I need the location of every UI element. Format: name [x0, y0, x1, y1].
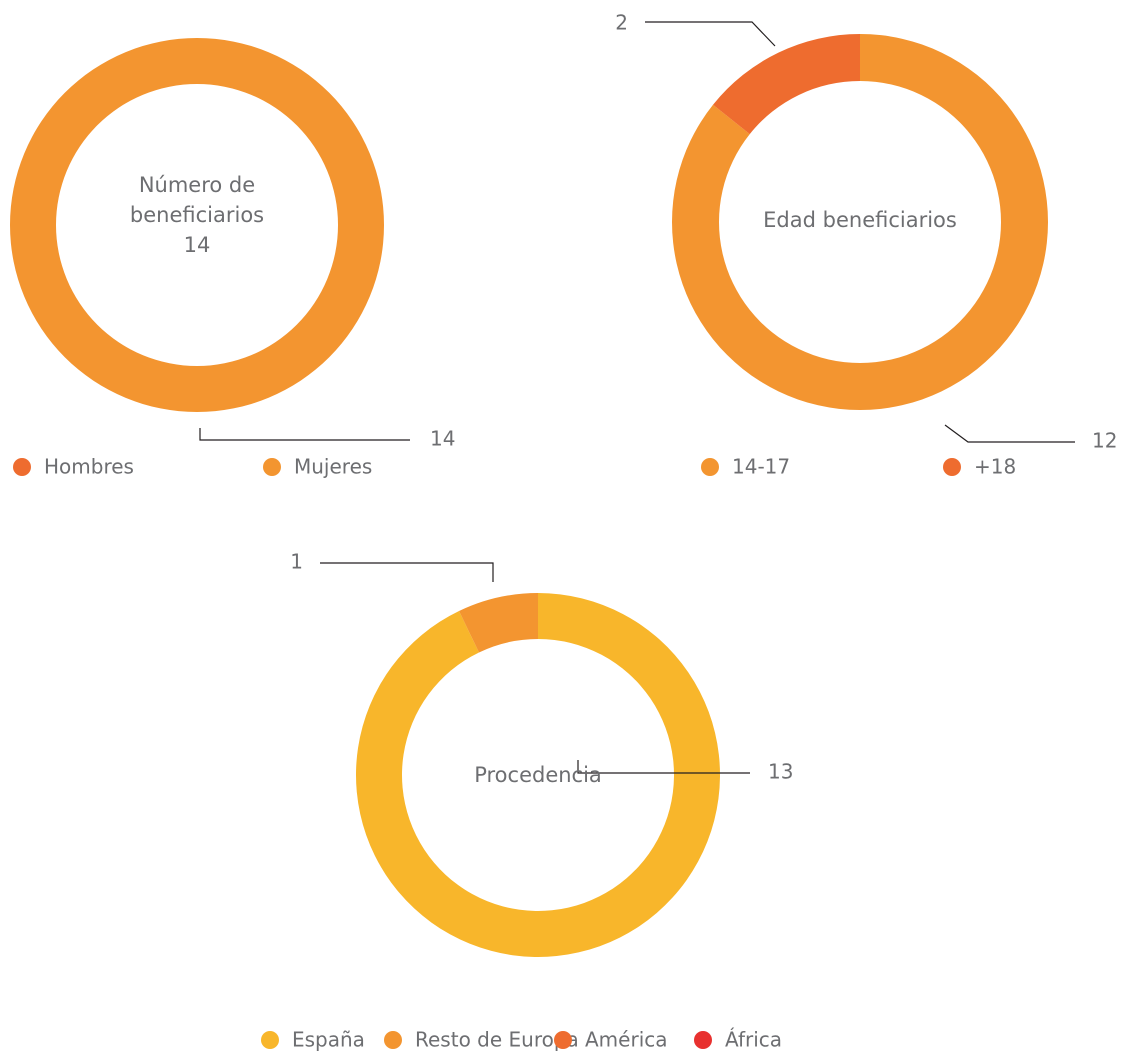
data-label: 2 — [615, 11, 628, 35]
legend-label: +18 — [974, 455, 1016, 479]
leader-line — [199, 428, 410, 441]
legend-marker — [261, 1031, 279, 1049]
legend-marker — [13, 458, 31, 476]
legend-marker — [943, 458, 961, 476]
legend-marker — [263, 458, 281, 476]
data-label: 14 — [430, 427, 455, 451]
center-title: Número de beneficiarios — [129, 173, 265, 227]
legend-label: Hombres — [44, 455, 134, 479]
leader-line — [944, 424, 1075, 443]
center-title: Procedencia — [474, 763, 602, 787]
legend-label: 14-17 — [732, 455, 790, 479]
legend-label: España — [292, 1028, 365, 1052]
legend-label: Mujeres — [294, 455, 372, 479]
donut-slice — [713, 33, 860, 135]
legend-label: Resto de Europa — [415, 1028, 579, 1052]
legend-marker — [694, 1031, 712, 1049]
data-label: 12 — [1092, 429, 1117, 453]
leader-line — [320, 562, 494, 582]
data-label: 1 — [290, 550, 303, 574]
legend-label: África — [725, 1028, 782, 1052]
center-value: 14 — [183, 233, 211, 257]
leader-line — [577, 760, 750, 774]
legend-label: América — [585, 1028, 668, 1052]
data-label: 13 — [768, 760, 793, 784]
center-title: Edad beneficiarios — [763, 208, 957, 232]
leader-line — [645, 21, 776, 47]
legend-marker — [701, 458, 719, 476]
legend-marker — [554, 1031, 572, 1049]
legend-marker — [384, 1031, 402, 1049]
donut-slice — [459, 593, 538, 653]
